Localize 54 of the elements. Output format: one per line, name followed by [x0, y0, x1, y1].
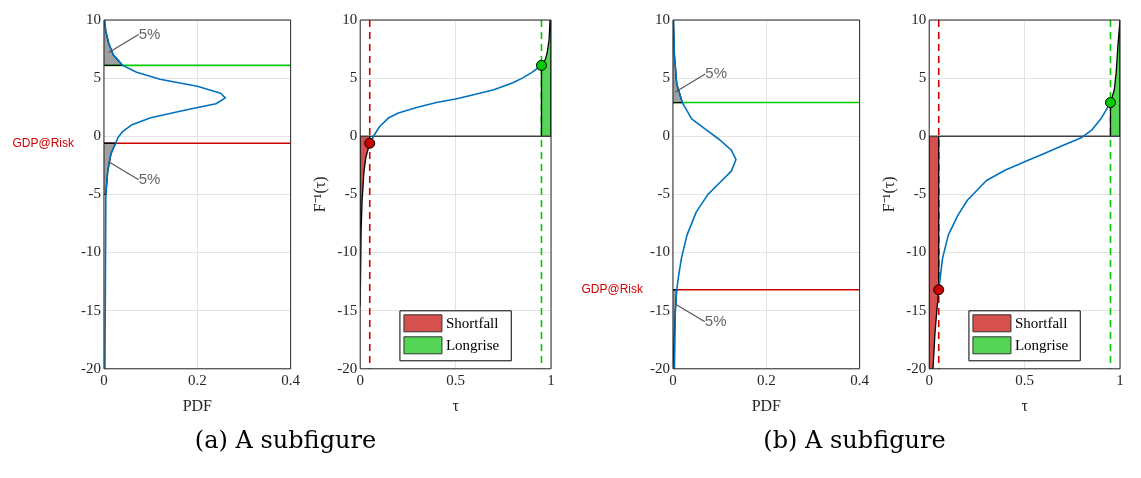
- legend-label: Longrise: [1014, 336, 1069, 353]
- x-axis-title: PDF: [751, 396, 782, 414]
- legend-label: Longrise: [445, 336, 500, 353]
- x-axis-title: PDF: [182, 396, 213, 414]
- x-tick-label: 0.5: [446, 371, 465, 388]
- text: (b) A subfigure: [763, 426, 946, 454]
- annotation: 5%: [138, 169, 161, 187]
- y-tick-label: -15: [81, 301, 101, 318]
- y-tick-label: 0: [662, 127, 670, 144]
- y-tick-label: 5: [918, 69, 927, 86]
- text: (a) A subfigure: [194, 426, 377, 454]
- legend-label: Shortfall: [445, 314, 499, 331]
- y-tick-label: -20: [906, 359, 927, 376]
- y-tick-label: -10: [906, 243, 927, 260]
- y-tick-label: -5: [913, 185, 927, 202]
- y-tick-label: 0: [349, 127, 358, 144]
- x-tick-label: 0.5: [1015, 371, 1034, 388]
- x-tick-label: 0.2: [756, 371, 776, 388]
- y-tick-label: -15: [906, 301, 927, 318]
- y-tick-label: -5: [344, 185, 358, 202]
- y-tick-label: 10: [655, 10, 670, 27]
- y-tick-label: 10: [342, 10, 358, 27]
- y-tick-label: 5: [349, 69, 358, 86]
- x-tick-label: 0.4: [850, 371, 870, 388]
- legend-label: Shortfall: [1014, 314, 1068, 331]
- x-tick-label: 1: [547, 371, 555, 388]
- y-tick-label: -15: [650, 301, 670, 318]
- y-tick-label: 0: [918, 127, 927, 144]
- y-axis-title: F⁻¹(τ): [879, 176, 898, 213]
- y-tick-label: 5: [662, 69, 670, 86]
- x-tick-label: 1: [1116, 371, 1124, 388]
- y-tick-label: 0: [93, 127, 101, 144]
- y-tick-label: -20: [337, 359, 358, 376]
- y-tick-label: -10: [337, 243, 358, 260]
- ref-line-label: GDP@Risk: [581, 282, 644, 297]
- x-axis-title: τ: [452, 396, 460, 414]
- y-tick-label: -20: [650, 359, 670, 376]
- y-tick-label: -20: [81, 359, 101, 376]
- y-tick-label: -15: [337, 301, 358, 318]
- y-tick-label: 10: [911, 10, 927, 27]
- annotation: 5%: [704, 311, 727, 329]
- y-tick-label: -5: [88, 185, 101, 202]
- x-tick-label: 0.2: [187, 371, 207, 388]
- ref-line-label: GDP@Risk: [12, 135, 75, 150]
- annotation: 5%: [705, 64, 728, 82]
- y-tick-label: -5: [657, 185, 670, 202]
- y-tick-label: -10: [650, 243, 670, 260]
- x-axis-title: τ: [1021, 396, 1029, 414]
- annotation: 5%: [138, 24, 161, 42]
- x-tick-label: 0.4: [281, 371, 301, 388]
- y-tick-label: -10: [81, 243, 101, 260]
- y-tick-label: 5: [93, 69, 101, 86]
- y-axis-title: F⁻¹(τ): [310, 176, 329, 213]
- y-tick-label: 10: [86, 10, 101, 27]
